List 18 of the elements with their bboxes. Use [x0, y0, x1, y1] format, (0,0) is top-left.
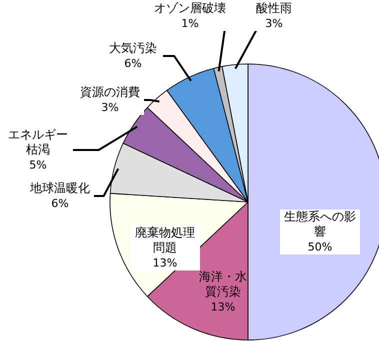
data-label: 13% [152, 256, 178, 270]
data-label: 3% [101, 101, 119, 114]
data-label: 6% [124, 57, 142, 70]
slice-label: 生態系への影響 [284, 210, 356, 238]
data-label: 5% [29, 158, 47, 172]
slice-label: オゾン層破壊 [154, 1, 226, 15]
data-label: 1% [181, 17, 199, 30]
slice-label: 地球温暖化 [30, 181, 90, 195]
slice-label: エネルギー枯渇 [8, 128, 68, 156]
slice-label: 海洋・水質汚染 [199, 270, 247, 298]
slice-label: 大気汚染 [109, 41, 157, 55]
slice-label: 資源の消費 [80, 85, 140, 99]
data-label: 13% [210, 300, 236, 314]
slice-label: 廃棄物処理問題 [135, 226, 195, 254]
data-label: 50% [308, 240, 332, 254]
slice-label: 酸性雨 [256, 1, 292, 15]
data-label: 3% [265, 17, 283, 30]
data-label: 6% [51, 197, 69, 210]
